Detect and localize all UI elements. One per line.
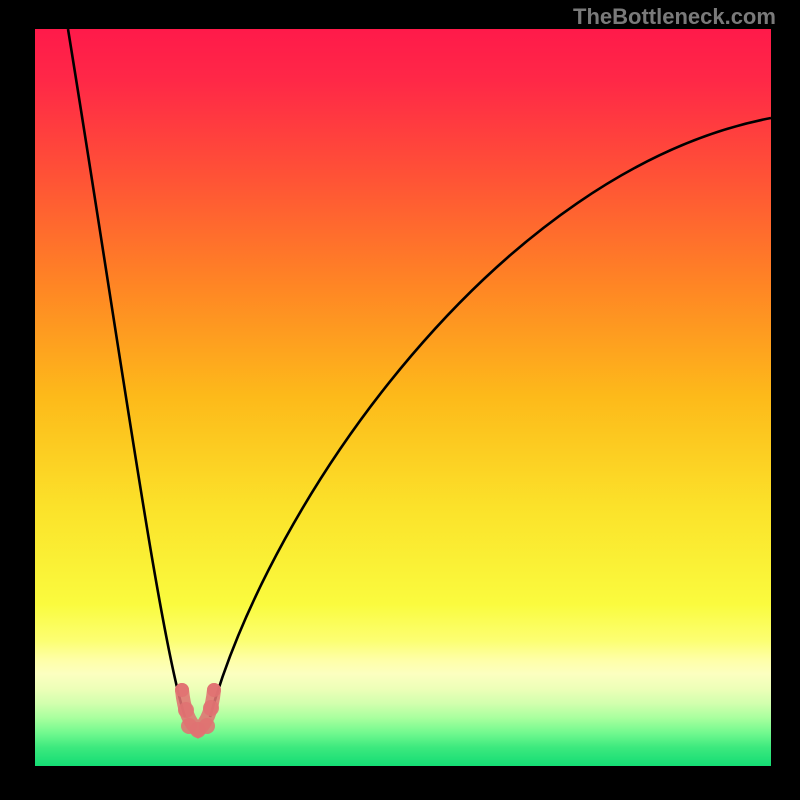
valley-marker-dots bbox=[175, 683, 221, 738]
valley-dot bbox=[178, 702, 194, 718]
valley-dot bbox=[203, 700, 219, 716]
bottleneck-curve-right bbox=[210, 118, 771, 717]
curve-overlay bbox=[0, 0, 800, 800]
bottleneck-curve-left bbox=[68, 29, 185, 717]
watermark-label: TheBottleneck.com bbox=[573, 4, 776, 30]
chart-container: TheBottleneck.com bbox=[0, 0, 800, 800]
valley-dot bbox=[207, 683, 221, 697]
valley-dot bbox=[175, 683, 189, 697]
valley-dot bbox=[199, 718, 215, 734]
